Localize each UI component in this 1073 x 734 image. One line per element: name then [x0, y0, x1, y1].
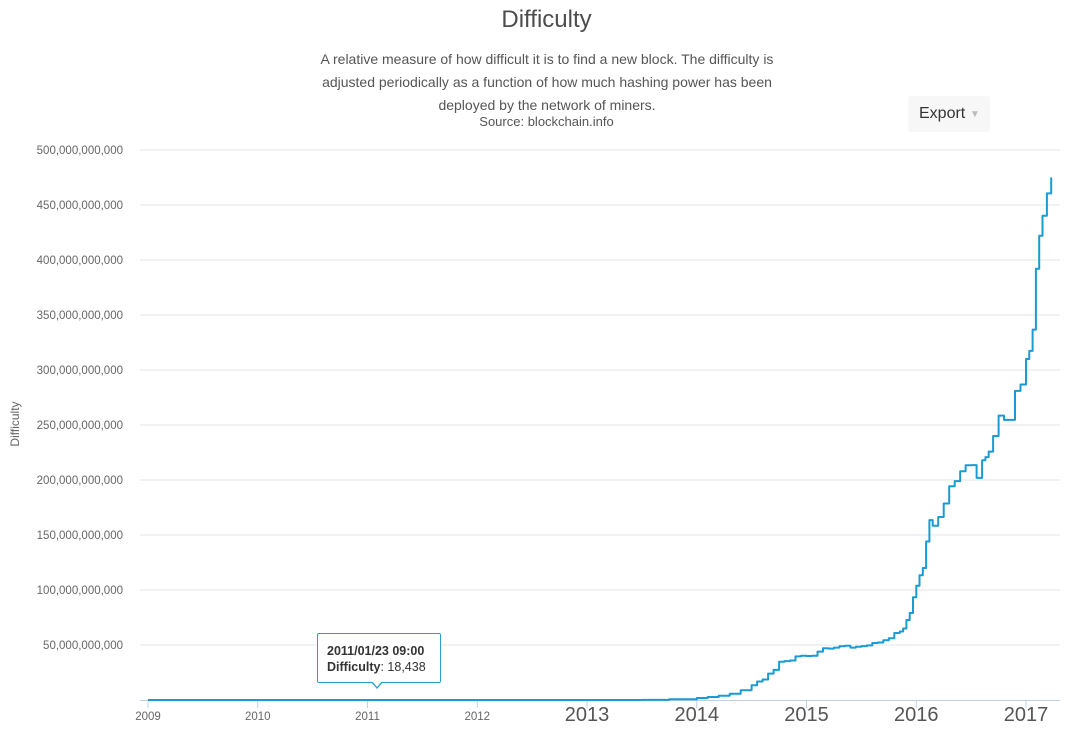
x-axis-ticks: 2009 2010 2011 2012 2013 2014 2015 2016 2017: [135, 700, 1048, 726]
y-tick-label: 150,000,000,000: [37, 530, 123, 542]
chart-title: Difficulty: [501, 6, 592, 33]
x-tick-label: 2012: [464, 711, 490, 723]
x-tick-label: 2013: [565, 704, 610, 726]
y-tick-label: 100,000,000,000: [37, 585, 123, 597]
hover-tooltip: 2011/01/23 09:00 Difficulty: 18,438: [317, 633, 441, 683]
y-axis-ticks: 50,000,000,000 100,000,000,000 150,000,000…: [37, 145, 123, 652]
tooltip-value: : 18,438: [380, 660, 426, 674]
y-tick-label: 50,000,000,000: [43, 640, 123, 652]
tooltip-series-name: Difficulty: [327, 660, 381, 674]
y-tick-label: 500,000,000,000: [37, 145, 123, 157]
y-tick-label: 300,000,000,000: [37, 365, 123, 377]
y-tick-label: 350,000,000,000: [37, 310, 123, 322]
x-tick-label: 2016: [894, 704, 939, 726]
y-tick-label: 250,000,000,000: [37, 420, 123, 432]
y-axis-label: Difficulty: [8, 401, 22, 446]
chart-source: Source: blockchain.info: [479, 114, 614, 129]
export-button-label: Export: [919, 105, 966, 122]
y-tick-label: 450,000,000,000: [37, 200, 123, 212]
x-tick-label: 2011: [355, 711, 380, 723]
x-tick-label: 2014: [675, 704, 720, 726]
grid-lines: [140, 149, 1060, 646]
chevron-down-icon: ▼: [970, 109, 980, 120]
x-tick-label: 2009: [135, 711, 161, 723]
export-button[interactable]: Export ▼: [908, 96, 990, 132]
y-tick-label: 200,000,000,000: [37, 475, 123, 487]
x-tick-label: 2010: [245, 711, 271, 723]
y-tick-label: 400,000,000,000: [37, 255, 123, 267]
chart-subtitle: A relative measure of how difficult it i…: [320, 51, 774, 113]
x-tick-label: 2015: [784, 704, 829, 726]
series-line-difficulty[interactable]: [148, 177, 1053, 701]
tooltip-date: 2011/01/23 09:00: [327, 644, 425, 658]
x-tick-label: 2017: [1004, 704, 1049, 726]
